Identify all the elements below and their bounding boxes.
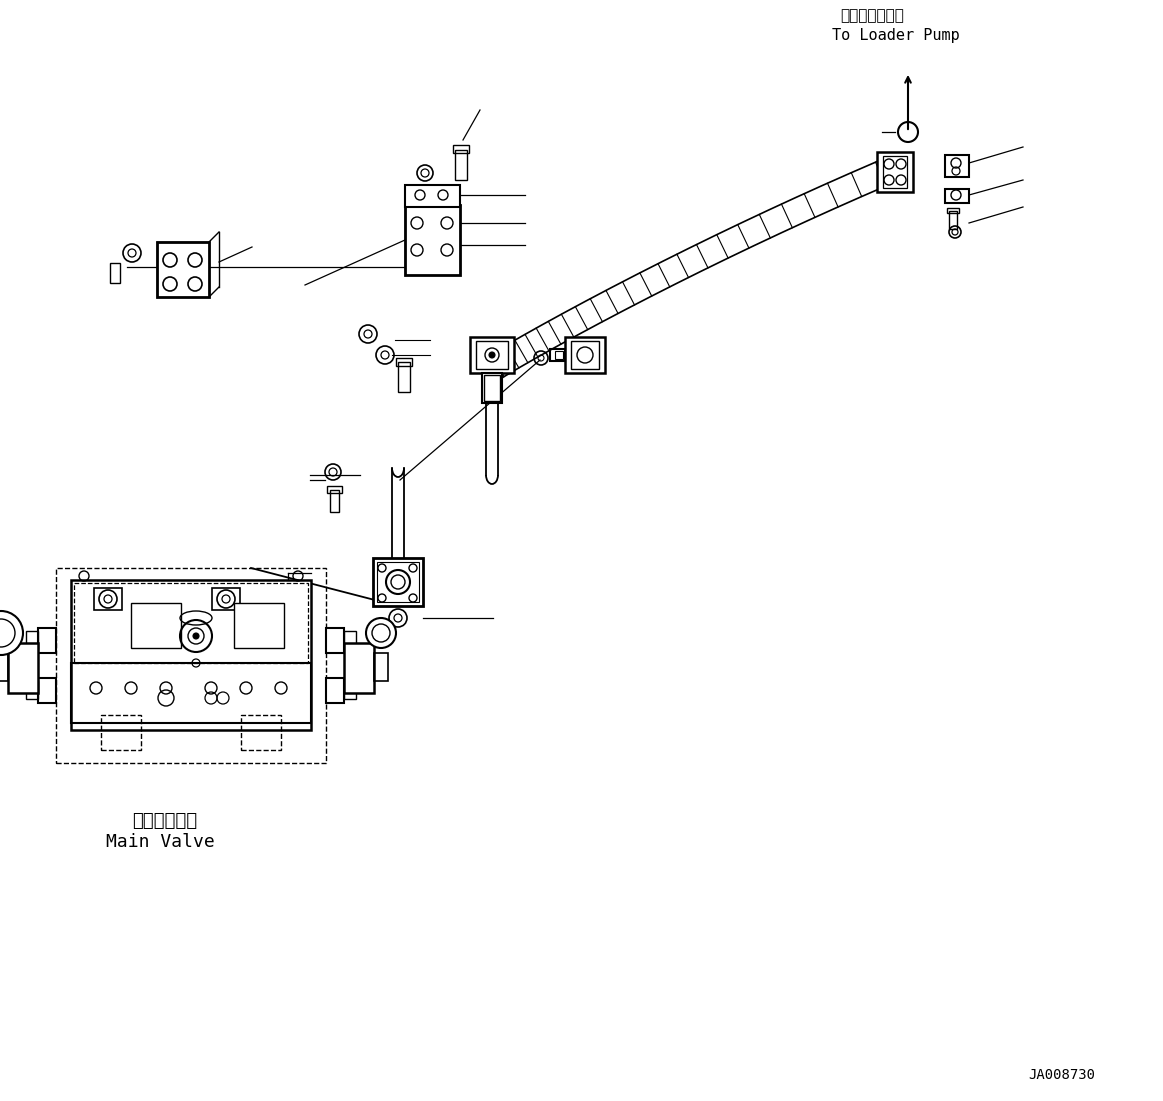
Circle shape xyxy=(193,633,199,639)
Bar xyxy=(344,682,356,699)
Bar xyxy=(405,185,461,207)
Bar xyxy=(470,337,514,373)
Bar xyxy=(946,155,969,177)
Bar xyxy=(395,358,412,366)
Bar xyxy=(550,349,565,361)
Bar xyxy=(571,341,599,369)
Bar xyxy=(71,663,311,723)
Circle shape xyxy=(0,611,23,655)
Bar xyxy=(946,189,969,203)
Bar xyxy=(555,351,563,359)
Bar xyxy=(877,152,913,192)
Bar xyxy=(454,145,469,153)
Bar xyxy=(157,242,209,297)
Bar xyxy=(0,653,8,682)
Circle shape xyxy=(366,618,395,648)
Bar xyxy=(101,715,141,750)
Bar xyxy=(26,682,38,699)
Bar xyxy=(74,584,308,663)
Bar xyxy=(947,208,959,212)
Bar xyxy=(344,643,374,693)
Bar xyxy=(374,653,388,682)
Text: JA008730: JA008730 xyxy=(1028,1068,1096,1082)
Text: メインバルブ: メインバルブ xyxy=(133,813,198,830)
Bar xyxy=(26,631,38,648)
Bar xyxy=(327,486,342,493)
Circle shape xyxy=(488,352,495,358)
Bar xyxy=(234,603,284,648)
Text: Main Valve: Main Valve xyxy=(106,833,214,851)
Bar xyxy=(212,588,240,610)
Bar xyxy=(476,341,508,369)
Bar xyxy=(326,628,344,653)
Text: ローダポンプへ: ローダポンプへ xyxy=(840,8,904,23)
Bar xyxy=(455,150,468,179)
Bar xyxy=(326,678,344,704)
Bar xyxy=(38,678,56,704)
Bar xyxy=(949,211,957,229)
Bar xyxy=(344,631,356,648)
Bar xyxy=(330,490,338,512)
Bar xyxy=(481,373,502,403)
Bar xyxy=(883,156,907,188)
Bar xyxy=(56,568,326,763)
Bar xyxy=(131,603,181,648)
Bar xyxy=(71,580,311,730)
Bar xyxy=(398,362,411,392)
Bar xyxy=(405,205,461,275)
Bar xyxy=(377,562,419,602)
Bar xyxy=(373,558,423,606)
Bar xyxy=(110,263,120,283)
Text: To Loader Pump: To Loader Pump xyxy=(832,28,959,43)
Bar xyxy=(241,715,281,750)
Bar xyxy=(38,628,56,653)
Bar xyxy=(8,643,38,693)
Bar xyxy=(94,588,122,610)
Bar xyxy=(484,375,500,401)
Bar xyxy=(565,337,605,373)
